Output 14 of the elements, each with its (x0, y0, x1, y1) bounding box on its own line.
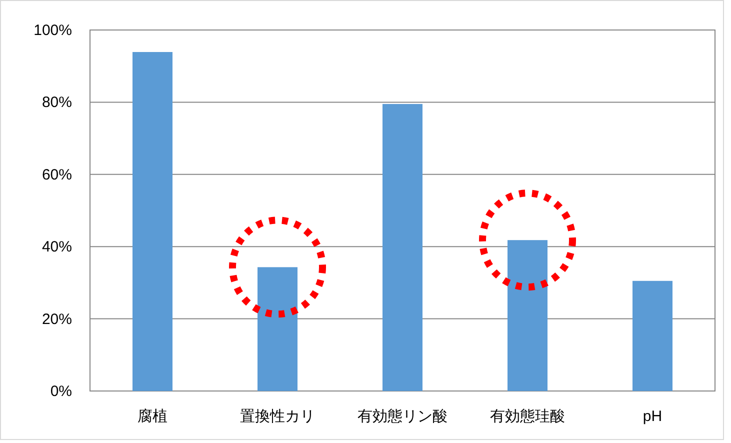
y-tick-label: 40% (42, 238, 72, 256)
x-tick-label: 有効態リン酸 (358, 408, 448, 425)
bar (132, 52, 172, 391)
x-tick-label: 置換性カリ (240, 408, 315, 425)
y-tick-label: 100% (34, 22, 72, 39)
bar (632, 280, 672, 391)
y-tick-label: 0% (50, 383, 72, 400)
y-tick-label: 20% (42, 310, 72, 328)
x-tick-label: 有効態珪酸 (490, 408, 565, 425)
bar (382, 104, 422, 391)
y-tick-label: 80% (42, 94, 72, 112)
x-tick-label: 腐植 (138, 408, 168, 425)
y-tick-label: 60% (42, 166, 72, 184)
x-tick-label: pH (642, 408, 662, 425)
